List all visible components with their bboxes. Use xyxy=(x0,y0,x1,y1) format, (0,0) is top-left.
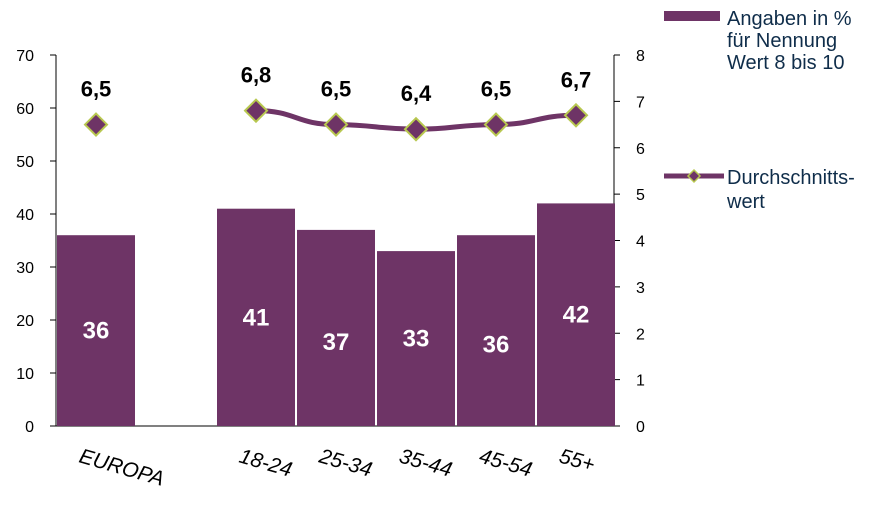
average-value-label: 6,7 xyxy=(561,67,592,92)
average-marker xyxy=(83,112,109,137)
legend-line-label: wert xyxy=(726,191,765,213)
average-value-label: 6,4 xyxy=(401,81,432,106)
average-value-label: 6,5 xyxy=(81,77,112,102)
average-marker xyxy=(243,98,269,124)
legend-marker-swatch xyxy=(686,168,702,184)
average-value-label: 6,5 xyxy=(481,77,512,102)
left-y-tick-label: 20 xyxy=(16,313,34,330)
average-value-label: 6,8 xyxy=(241,63,272,88)
category-label: 18-24 xyxy=(237,445,295,482)
left-y-tick-label: 50 xyxy=(16,154,34,171)
category-label: EUROPA xyxy=(77,445,167,491)
left-y-tick-label: 70 xyxy=(16,48,34,65)
average-marker xyxy=(323,112,349,137)
average-marker xyxy=(563,102,589,128)
axes: 0 10 20 30 40 50 60 70 0 1 2 3 4 5 6 7 8 xyxy=(16,48,645,436)
right-y-tick-label: 4 xyxy=(636,234,645,251)
category-label: 45-54 xyxy=(477,445,535,482)
left-y-tick-label: 30 xyxy=(16,260,34,277)
bar-value-label: 41 xyxy=(243,304,270,331)
right-y-tick-label: 0 xyxy=(636,419,645,436)
line-series: 6,5 6,8 6,5 6,4 6,5 6,7 xyxy=(81,63,592,142)
average-value-label: 6,5 xyxy=(321,77,352,102)
right-y-tick-label: 1 xyxy=(636,373,645,390)
legend-bar-swatch xyxy=(664,11,720,21)
bar xyxy=(537,203,615,426)
bar xyxy=(457,235,535,426)
bar xyxy=(217,208,295,426)
left-y-tick-label: 60 xyxy=(16,101,34,118)
bar-value-label: 36 xyxy=(83,318,110,345)
average-marker xyxy=(483,112,509,137)
left-y-tick-label: 40 xyxy=(16,207,34,224)
legend-bar-label: für Nennung xyxy=(727,30,837,52)
bar-series: 36 41 37 33 36 42 xyxy=(57,203,615,426)
average-marker xyxy=(403,116,429,142)
legend-line-label: Durchschnitts- xyxy=(727,167,855,189)
category-label: 25-34 xyxy=(316,444,375,481)
category-label: 35-44 xyxy=(397,445,455,482)
legend-bar-label: Wert 8 bis 10 xyxy=(727,52,844,74)
bar-value-label: 33 xyxy=(403,326,430,353)
legend-bar-label: Angaben in % xyxy=(727,8,852,30)
right-y-tick-label: 2 xyxy=(636,326,645,343)
right-y-tick-label: 7 xyxy=(636,94,645,111)
category-label: 55+ xyxy=(557,445,598,477)
right-y-tick-label: 6 xyxy=(636,141,645,158)
bar-value-label: 37 xyxy=(323,329,350,356)
left-y-tick-label: 10 xyxy=(16,366,34,383)
right-y-tick-label: 8 xyxy=(636,48,645,65)
bar xyxy=(57,235,135,426)
category-labels: EUROPA 18-24 25-34 35-44 45-54 55+ xyxy=(77,444,598,490)
right-y-tick-label: 3 xyxy=(636,280,645,297)
left-y-tick-label: 0 xyxy=(25,419,34,436)
bar-value-label: 36 xyxy=(483,332,510,359)
bar xyxy=(297,229,375,426)
bar-value-label: 42 xyxy=(563,302,590,329)
bar xyxy=(377,251,455,426)
right-y-tick-label: 5 xyxy=(636,187,645,204)
